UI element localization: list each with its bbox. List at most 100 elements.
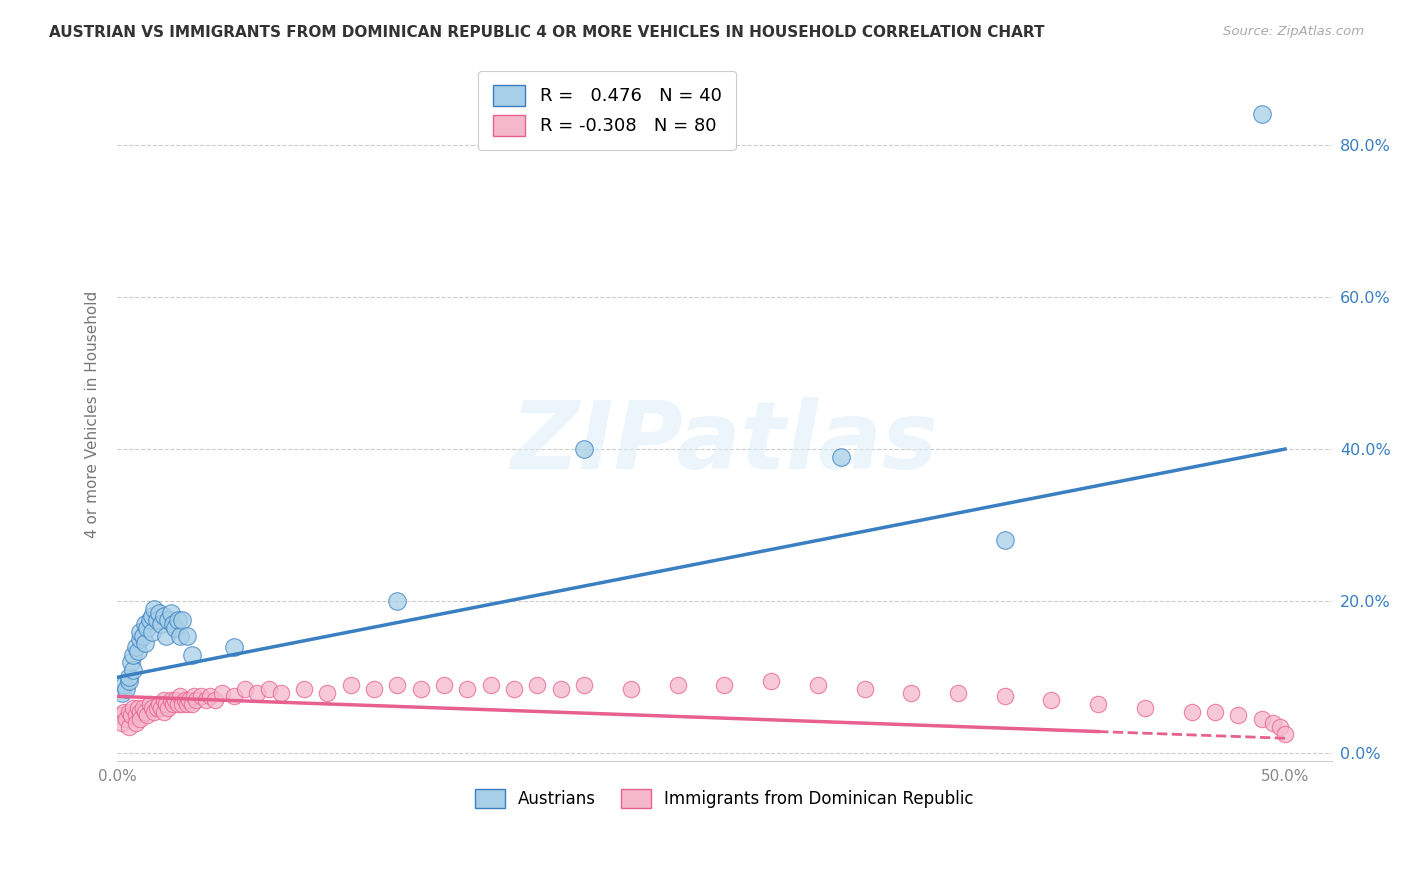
Point (713, 678, 735, 692)
Point (131, 701, 153, 715)
Point (148, 606, 170, 620)
Point (194, 693, 217, 707)
Point (620, 681, 643, 696)
Point (120, 655, 142, 669)
Point (246, 685, 269, 699)
Point (159, 693, 181, 707)
Point (222, 690, 245, 704)
Point (526, 678, 548, 692)
Legend: Austrians, Immigrants from Dominican Republic: Austrians, Immigrants from Dominican Rep… (468, 782, 980, 815)
Point (157, 701, 180, 715)
Point (134, 636, 156, 650)
Point (456, 681, 478, 696)
Point (115, 712, 138, 726)
Point (129, 705, 152, 719)
Point (479, 678, 502, 692)
Point (159, 606, 181, 620)
Point (503, 681, 526, 696)
Point (433, 678, 456, 692)
Point (111, 716, 134, 731)
Point (131, 628, 153, 642)
Point (162, 697, 184, 711)
Point (200, 690, 222, 704)
Point (120, 708, 142, 723)
Point (127, 644, 149, 658)
Point (155, 628, 177, 642)
Point (155, 697, 177, 711)
Point (1250, 712, 1272, 726)
Point (141, 701, 163, 715)
Point (292, 681, 315, 696)
Point (257, 681, 280, 696)
Text: ZIPatlas: ZIPatlas (510, 397, 938, 489)
Point (176, 628, 198, 642)
Point (409, 681, 432, 696)
Point (115, 681, 138, 696)
Point (1204, 705, 1226, 719)
Point (190, 690, 212, 704)
Point (387, 594, 409, 608)
Point (124, 640, 146, 654)
Point (574, 678, 596, 692)
Point (1270, 720, 1292, 734)
Point (117, 720, 139, 734)
Point (138, 697, 160, 711)
Point (145, 613, 167, 627)
Point (169, 690, 191, 704)
Point (166, 697, 188, 711)
Point (129, 712, 152, 726)
Point (124, 708, 146, 723)
Point (152, 693, 174, 707)
Point (1181, 705, 1204, 719)
Point (666, 678, 689, 692)
Point (1087, 697, 1109, 711)
Point (1250, 107, 1272, 121)
Point (173, 693, 195, 707)
Point (172, 697, 194, 711)
Point (138, 613, 160, 627)
Text: AUSTRIAN VS IMMIGRANTS FROM DOMINICAN REPUBLIC 4 OR MORE VEHICLES IN HOUSEHOLD C: AUSTRIAN VS IMMIGRANTS FROM DOMINICAN RE… (49, 25, 1045, 40)
Point (1133, 701, 1156, 715)
Point (169, 628, 191, 642)
Point (180, 648, 202, 662)
Point (339, 678, 361, 692)
Point (134, 617, 156, 632)
Point (117, 705, 139, 719)
Point (176, 697, 198, 711)
Point (122, 701, 145, 715)
Point (204, 693, 226, 707)
Point (830, 450, 852, 464)
Point (165, 693, 187, 707)
Point (1263, 716, 1285, 731)
Point (183, 690, 205, 704)
Point (152, 609, 174, 624)
Point (143, 602, 166, 616)
Point (853, 681, 876, 696)
Point (387, 678, 409, 692)
Point (235, 681, 257, 696)
Point (112, 705, 135, 719)
Point (1274, 727, 1296, 741)
Point (211, 685, 233, 699)
Point (112, 678, 135, 692)
Point (157, 613, 180, 627)
Point (122, 648, 145, 662)
Point (759, 674, 782, 689)
Point (994, 533, 1017, 548)
Point (162, 617, 184, 632)
Point (994, 690, 1017, 704)
Point (117, 674, 139, 689)
Point (124, 716, 146, 731)
Text: Source: ZipAtlas.com: Source: ZipAtlas.com (1223, 25, 1364, 38)
Point (222, 640, 245, 654)
Point (165, 621, 187, 635)
Point (141, 624, 163, 639)
Point (179, 693, 201, 707)
Point (363, 681, 385, 696)
Point (1040, 693, 1063, 707)
Point (180, 697, 202, 711)
Point (129, 624, 152, 639)
Point (946, 685, 969, 699)
Point (807, 678, 830, 692)
Point (152, 705, 174, 719)
